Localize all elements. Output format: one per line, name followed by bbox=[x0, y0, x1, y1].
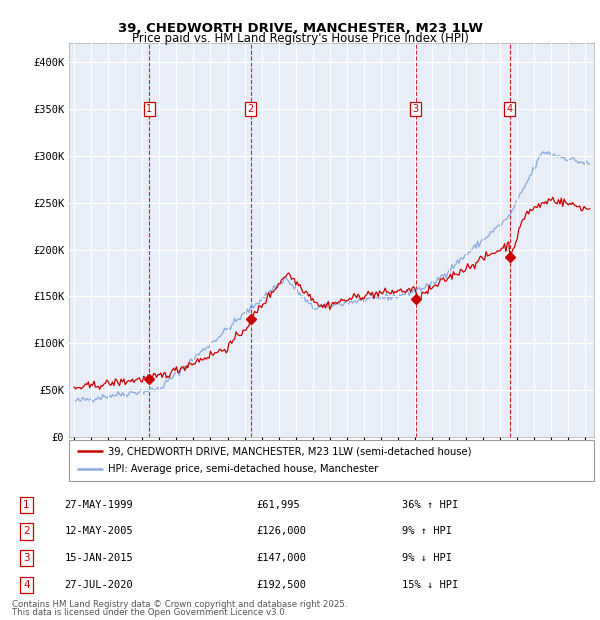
Text: This data is licensed under the Open Government Licence v3.0.: This data is licensed under the Open Gov… bbox=[12, 608, 287, 617]
FancyBboxPatch shape bbox=[69, 440, 594, 480]
Text: Contains HM Land Registry data © Crown copyright and database right 2025.: Contains HM Land Registry data © Crown c… bbox=[12, 600, 347, 609]
Text: 36% ↑ HPI: 36% ↑ HPI bbox=[402, 500, 458, 510]
Text: 2: 2 bbox=[23, 526, 30, 536]
Text: £126,000: £126,000 bbox=[256, 526, 307, 536]
Text: Price paid vs. HM Land Registry's House Price Index (HPI): Price paid vs. HM Land Registry's House … bbox=[131, 32, 469, 45]
Text: £61,995: £61,995 bbox=[256, 500, 300, 510]
Text: £192,500: £192,500 bbox=[256, 580, 307, 590]
Text: 15-JAN-2015: 15-JAN-2015 bbox=[64, 553, 133, 563]
Text: £147,000: £147,000 bbox=[256, 553, 307, 563]
Text: 15% ↓ HPI: 15% ↓ HPI bbox=[402, 580, 458, 590]
Text: HPI: Average price, semi-detached house, Manchester: HPI: Average price, semi-detached house,… bbox=[109, 464, 379, 474]
Text: 27-MAY-1999: 27-MAY-1999 bbox=[64, 500, 133, 510]
Text: 39, CHEDWORTH DRIVE, MANCHESTER, M23 1LW (semi-detached house): 39, CHEDWORTH DRIVE, MANCHESTER, M23 1LW… bbox=[109, 446, 472, 456]
Text: 27-JUL-2020: 27-JUL-2020 bbox=[64, 580, 133, 590]
Text: 4: 4 bbox=[23, 580, 30, 590]
Text: 4: 4 bbox=[507, 104, 513, 114]
Text: 39, CHEDWORTH DRIVE, MANCHESTER, M23 1LW: 39, CHEDWORTH DRIVE, MANCHESTER, M23 1LW bbox=[118, 22, 482, 35]
Text: 12-MAY-2005: 12-MAY-2005 bbox=[64, 526, 133, 536]
Text: 3: 3 bbox=[413, 104, 419, 114]
Text: 9% ↓ HPI: 9% ↓ HPI bbox=[402, 553, 452, 563]
Text: 1: 1 bbox=[146, 104, 152, 114]
Text: 1: 1 bbox=[23, 500, 30, 510]
Text: 9% ↑ HPI: 9% ↑ HPI bbox=[402, 526, 452, 536]
Text: 2: 2 bbox=[248, 104, 254, 114]
Text: 3: 3 bbox=[23, 553, 30, 563]
